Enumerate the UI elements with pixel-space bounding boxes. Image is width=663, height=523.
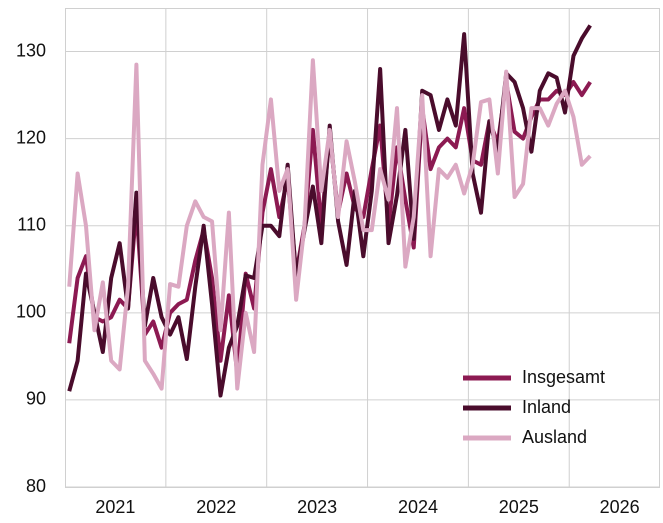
series-line [67,24,592,398]
y-tick-label: 110 [17,214,46,234]
y-tick-label: 90 [26,389,46,409]
x-tick-label: 2022 [196,497,236,517]
x-tick-label: 2021 [95,497,135,517]
legend-label: Inland [522,397,571,417]
y-tick-label: 130 [16,40,46,60]
legend-label: Insgesamt [522,367,605,387]
legend-label: Ausland [522,427,587,447]
x-tick-label: 2025 [499,497,539,517]
x-tick-label: 2023 [297,497,337,517]
x-tick-label: 2026 [600,497,640,517]
y-tick-label: 80 [26,476,46,496]
series-line [67,58,592,391]
y-tick-label: 120 [16,127,46,147]
y-tick-label: 100 [16,302,46,322]
x-tick-label: 2024 [398,497,438,517]
